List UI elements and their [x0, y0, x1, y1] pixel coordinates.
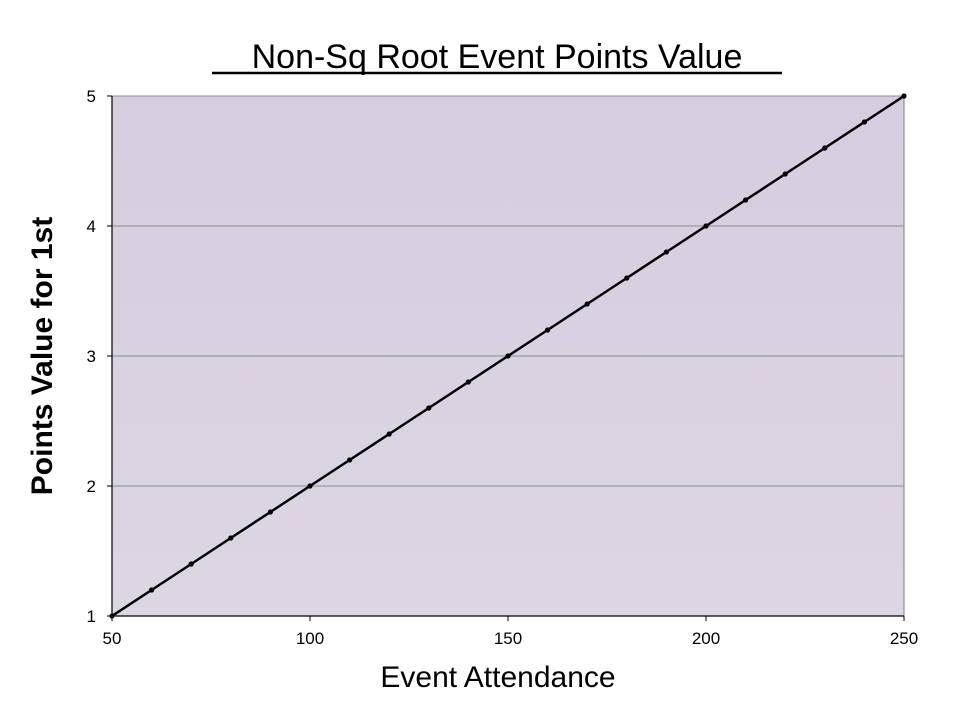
data-point — [861, 119, 868, 125]
data-point — [663, 249, 670, 255]
data-point — [901, 93, 907, 99]
data-point — [426, 405, 432, 411]
x-tick-label: 150 — [494, 629, 522, 648]
data-point — [782, 171, 788, 177]
data-point — [743, 197, 749, 203]
x-tick-label: 200 — [692, 629, 720, 648]
data-point — [545, 327, 551, 333]
data-point — [188, 561, 194, 567]
x-tick-label: 250 — [890, 629, 918, 648]
x-tick-label: 50 — [103, 629, 122, 648]
x-tick-label: 100 — [296, 629, 324, 648]
y-tick-label: 5 — [87, 87, 96, 106]
data-point — [584, 301, 590, 307]
y-axis: 1 2 3 4 5 — [87, 87, 113, 626]
series-group — [109, 93, 907, 619]
chart-title: Non-Sq Root Event Points Value — [252, 38, 743, 76]
data-point — [624, 275, 630, 281]
data-point — [109, 613, 115, 619]
data-point — [386, 431, 392, 437]
x-axis-label: Event Attendance — [380, 661, 615, 694]
y-axis-label: Points Value for 1st — [26, 217, 59, 495]
x-axis: 50 100 150 200 250 — [103, 615, 918, 648]
data-point — [149, 587, 155, 593]
data-point — [703, 223, 709, 229]
data-point — [347, 457, 353, 463]
y-tick-label: 2 — [87, 477, 96, 496]
y-tick-label: 3 — [87, 347, 96, 366]
data-point — [822, 145, 828, 151]
y-tick-label: 4 — [87, 217, 96, 236]
data-point — [307, 483, 313, 489]
y-tick-label: 1 — [87, 607, 96, 626]
data-point — [267, 509, 273, 515]
data-point — [505, 353, 511, 359]
data-point — [228, 535, 234, 541]
data-point — [465, 379, 471, 385]
